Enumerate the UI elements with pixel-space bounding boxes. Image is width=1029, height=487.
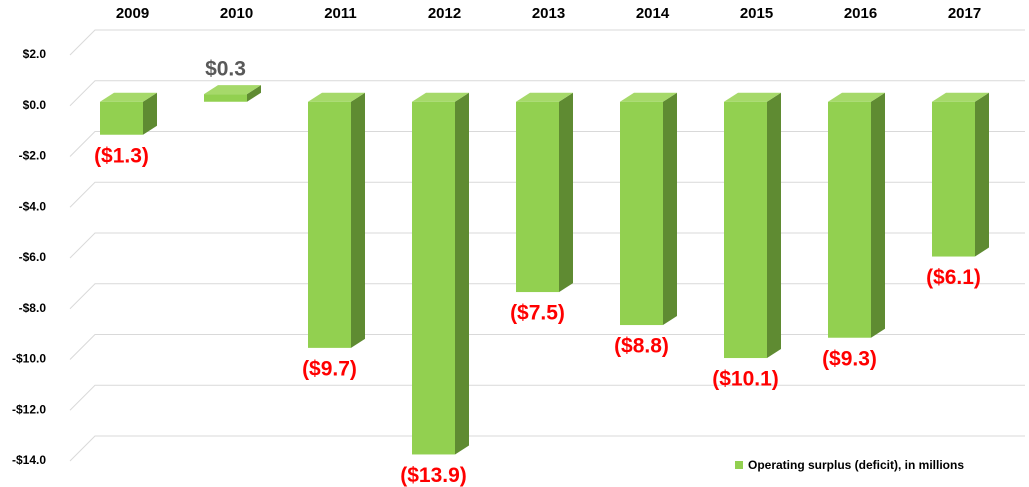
- y-tick-label: -$2.0: [19, 149, 47, 163]
- x-tick-label: 2010: [220, 5, 253, 22]
- bar-side: [767, 92, 781, 359]
- bar-top: [412, 92, 469, 102]
- x-tick-label: 2014: [636, 5, 670, 22]
- y-tick-label: -$14.0: [12, 453, 46, 467]
- x-tick-label: 2011: [324, 5, 357, 22]
- y-tick-label: -$6.0: [19, 250, 47, 264]
- bar-side: [247, 85, 261, 102]
- grid-line: [69, 384, 1025, 411]
- bar-side: [871, 92, 885, 338]
- x-tick-label: 2017: [948, 5, 981, 22]
- bar-side: [663, 92, 677, 326]
- legend-label: Operating surplus (deficit), in millions: [748, 458, 964, 472]
- bar-side: [143, 92, 157, 135]
- bar: [516, 101, 559, 293]
- grid-line: [69, 232, 1025, 259]
- data-label: $0.3: [205, 58, 246, 81]
- grid-line: [69, 181, 1025, 208]
- y-tick-label: -$8.0: [19, 301, 47, 315]
- data-label: ($7.5): [510, 302, 565, 325]
- y-tick-label: $2.0: [23, 47, 47, 61]
- x-tick-label: 2013: [532, 5, 565, 22]
- bar-top: [100, 92, 157, 102]
- bar-top: [932, 92, 989, 102]
- y-tick-label: -$12.0: [12, 402, 46, 416]
- data-label: ($1.3): [94, 144, 149, 167]
- bar: [828, 101, 871, 338]
- grid-line: [69, 131, 1025, 157]
- bar-top: [308, 92, 365, 102]
- data-label: ($9.7): [302, 357, 357, 380]
- y-tick-label: -$4.0: [19, 199, 47, 213]
- grid-line: [69, 283, 1025, 310]
- bar-side: [351, 92, 365, 348]
- x-tick-label: 2015: [740, 5, 773, 22]
- data-label: ($8.8): [614, 335, 669, 358]
- grid-line: [69, 435, 1025, 462]
- bar-side: [559, 92, 573, 293]
- bar: [620, 101, 663, 326]
- bar-top: [724, 92, 781, 102]
- bar-top: [516, 92, 573, 102]
- data-label: ($9.3): [822, 347, 877, 370]
- bar: [724, 101, 767, 359]
- x-tick-label: 2009: [116, 5, 149, 22]
- data-label: ($13.9): [400, 464, 467, 487]
- y-tick-label: -$10.0: [12, 352, 46, 366]
- bar-top: [204, 85, 261, 95]
- bar: [100, 101, 143, 135]
- data-label: ($6.1): [926, 266, 981, 289]
- grid-line: [69, 334, 1025, 360]
- legend-swatch: [735, 461, 743, 469]
- bar-top: [828, 92, 885, 102]
- bar: [204, 94, 247, 102]
- bar-top: [620, 92, 677, 102]
- y-tick-label: $0.0: [23, 98, 47, 112]
- bar: [932, 101, 975, 257]
- grid-line: [69, 80, 1025, 107]
- x-tick-label: 2012: [428, 5, 461, 22]
- grid-line: [69, 29, 1025, 56]
- x-tick-label: 2016: [844, 5, 877, 22]
- bar-side: [455, 92, 469, 455]
- bar-side: [975, 92, 989, 257]
- bar: [412, 101, 455, 455]
- bar: [308, 101, 351, 348]
- data-label: ($10.1): [712, 368, 779, 391]
